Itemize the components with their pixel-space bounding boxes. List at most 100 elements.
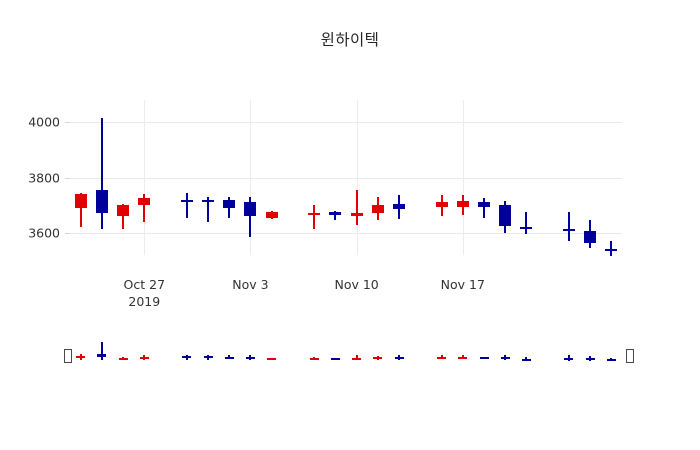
candle-body	[180, 199, 193, 202]
volume-candle	[458, 355, 468, 359]
price-candle	[138, 194, 151, 222]
volume-candle	[564, 355, 574, 361]
candle-body	[74, 194, 87, 208]
volume-candle	[500, 355, 510, 361]
candle-body	[138, 198, 151, 206]
candle-body	[393, 203, 406, 210]
volume-candle	[585, 356, 595, 361]
candle-body	[350, 213, 363, 217]
y-axis-tick-label: 3600	[28, 225, 60, 241]
candle-body	[352, 357, 362, 360]
candle-body	[373, 357, 383, 360]
x-axis-tick-label: Nov 10	[334, 277, 379, 292]
volume-candle	[521, 356, 531, 361]
candle-body	[202, 200, 214, 203]
candle-body	[437, 356, 447, 359]
gridline-horizontal	[70, 233, 622, 234]
price-candle	[520, 212, 533, 235]
candle-body	[139, 356, 149, 359]
price-candle	[74, 192, 87, 228]
candle-body	[435, 202, 448, 207]
x-axis-tick-label: Oct 27 2019	[123, 277, 166, 309]
candle-wick	[122, 203, 125, 229]
candle-wick	[249, 196, 252, 237]
price-candle	[478, 198, 490, 218]
y-axis-tick-label: 3800	[28, 170, 60, 185]
candle-body	[330, 358, 340, 361]
volume-candle	[479, 356, 489, 360]
volume-candle	[394, 355, 404, 360]
price-candle	[562, 212, 575, 242]
price-candle	[308, 205, 321, 229]
volume-candle	[437, 355, 447, 359]
candle-body	[606, 359, 616, 362]
volume-candle	[139, 354, 149, 360]
gridline-vertical	[250, 100, 251, 255]
volume-candle	[245, 355, 255, 361]
candle-body	[308, 213, 321, 216]
volume-edge-marker	[63, 348, 72, 364]
price-candle	[223, 196, 236, 218]
chart-title: 윈하이텍	[320, 31, 380, 49]
price-candle	[117, 203, 130, 229]
volume-candle	[203, 355, 213, 360]
y-axis-tickmark	[65, 178, 70, 179]
candle-body	[562, 228, 575, 232]
price-candle	[265, 210, 278, 219]
candle-body	[203, 355, 213, 358]
price-candle	[456, 195, 469, 215]
candle-wick	[79, 192, 82, 228]
volume-edge-marker	[626, 348, 635, 364]
candle-body	[478, 202, 490, 207]
candle-body	[458, 356, 468, 359]
candle-body	[564, 358, 574, 361]
volume-candle	[118, 356, 128, 360]
candle-wick	[100, 342, 103, 360]
volume-candle	[76, 354, 86, 361]
candle-body	[223, 199, 236, 208]
candle-body	[394, 356, 404, 359]
candle-body	[245, 356, 255, 359]
gridline-horizontal	[70, 178, 622, 179]
candle-body	[479, 357, 489, 360]
candle-body	[371, 205, 384, 214]
candle-body	[521, 358, 531, 361]
candle-wick	[525, 356, 528, 361]
candle-body	[520, 227, 533, 230]
candle-body	[605, 249, 618, 252]
x-axis-tick-label: Nov 17	[440, 277, 485, 292]
candle-wick	[483, 198, 485, 218]
price-candle	[329, 210, 342, 221]
candle-wick	[207, 196, 209, 222]
y-axis-tick-label: 4000	[28, 114, 60, 130]
candle-body	[329, 212, 342, 215]
volume-candle	[309, 356, 319, 361]
candle-wick	[100, 117, 103, 229]
price-candle	[180, 192, 193, 218]
candle-body	[224, 356, 234, 359]
candle-wick	[525, 212, 528, 235]
candle-body	[265, 212, 278, 218]
price-candle	[95, 117, 108, 229]
candle-body	[267, 358, 277, 361]
candle-wick	[334, 210, 337, 221]
candle-wick	[610, 241, 613, 257]
volume-candle	[330, 357, 340, 361]
volume-candle	[267, 357, 277, 361]
y-axis-tickmark	[65, 122, 70, 123]
candle-body	[309, 357, 319, 360]
candle-wick	[185, 192, 188, 218]
price-candle	[499, 201, 512, 233]
volume-candle	[606, 357, 616, 362]
candle-body	[95, 189, 108, 214]
candle-body	[244, 202, 257, 217]
volume-candle	[373, 356, 383, 360]
price-candle	[605, 241, 618, 257]
volume-candle	[182, 354, 192, 360]
candle-body	[97, 354, 107, 357]
price-candle	[350, 189, 363, 225]
candle-body	[76, 355, 86, 359]
candle-body	[117, 205, 130, 217]
candle-wick	[313, 205, 316, 229]
